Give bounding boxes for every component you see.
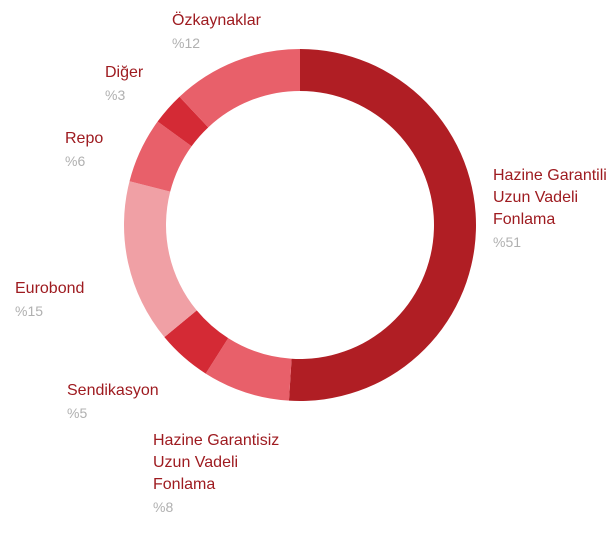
category-name: Hazine Garantisiz Uzun Vadeli Fonlama bbox=[153, 432, 280, 493]
value-label: %3 bbox=[105, 87, 126, 103]
category-name: Hazine Garantili Uzun Vadeli Fonlama bbox=[493, 167, 607, 228]
category-name: Diğer bbox=[105, 64, 144, 81]
category-name: Eurobond bbox=[15, 280, 85, 297]
donut-segment bbox=[157, 96, 209, 147]
value-label: %12 bbox=[172, 35, 201, 51]
slice-label: Repo %6 bbox=[65, 128, 145, 172]
slice-label: Eurobond %15 bbox=[15, 278, 115, 322]
value-label: %5 bbox=[67, 405, 88, 421]
category-name: Repo bbox=[65, 130, 104, 147]
value-label: %15 bbox=[15, 303, 44, 319]
donut-segment bbox=[129, 121, 192, 192]
donut-segment bbox=[288, 49, 477, 401]
slice-label: Diğer %3 bbox=[105, 62, 185, 106]
donut-segment bbox=[124, 181, 197, 338]
slice-label: Özkaynaklar %12 bbox=[172, 10, 292, 54]
donut-segment bbox=[164, 310, 229, 374]
category-name: Özkaynaklar bbox=[172, 12, 261, 29]
category-name: Sendikasyon bbox=[67, 382, 159, 399]
slice-label: Sendikasyon %5 bbox=[67, 380, 187, 424]
donut-segment bbox=[205, 338, 292, 401]
value-label: %6 bbox=[65, 153, 86, 169]
slice-label: Hazine Garantili Uzun Vadeli Fonlama %51 bbox=[493, 165, 613, 253]
value-label: %51 bbox=[493, 234, 522, 250]
donut-segment bbox=[179, 49, 300, 128]
value-label: %8 bbox=[153, 499, 174, 515]
slice-label: Hazine Garantisiz Uzun Vadeli Fonlama %8 bbox=[153, 430, 293, 518]
